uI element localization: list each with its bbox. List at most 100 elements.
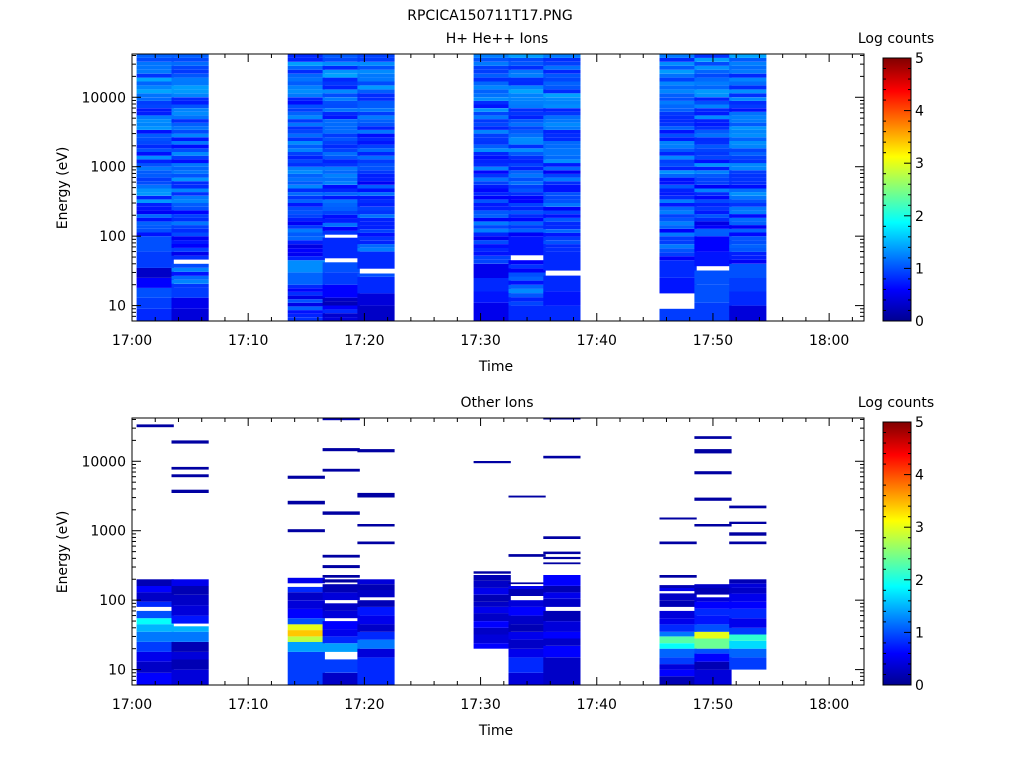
spectrogram-cell: [729, 115, 767, 119]
spectrogram-cell: [357, 251, 395, 269]
spectrogram-cell: [659, 133, 697, 138]
spectrogram-cell: [694, 601, 732, 609]
spectrogram-cell: [694, 608, 732, 616]
spectrogram-cell: [136, 214, 174, 218]
colorbar-tick-label: 3: [915, 156, 924, 172]
spectrogram-cell: [729, 657, 767, 670]
spectrogram-cell: [322, 57, 360, 62]
spectrogram-cell: [694, 302, 732, 321]
spectrogram-cell: [729, 541, 767, 545]
spectrogram-cell: [171, 89, 209, 94]
spectrogram-cell: [171, 73, 209, 78]
spectrogram-cell: [508, 57, 546, 62]
spectrogram-cell: [473, 228, 511, 233]
spectrogram-cell: [136, 122, 174, 127]
spectrogram-cell: [473, 255, 511, 260]
spectrogram-cell: [659, 308, 697, 321]
spectrogram-cell: [171, 130, 209, 134]
spectrogram-cell: [136, 188, 174, 193]
spectrogram-cell: [659, 69, 697, 74]
spectrogram-cell: [287, 592, 325, 601]
colorbar-ticks: 0 1 2 3 4 5: [883, 415, 924, 694]
spectrogram-cell: [171, 642, 209, 652]
spectrogram-cell: [543, 244, 581, 248]
spectrogram-cell: [287, 163, 325, 167]
spectrogram-cell: [322, 122, 360, 127]
spectrogram-cell: [322, 621, 360, 630]
spectrogram-cell: [508, 104, 546, 109]
spectrogram-cell: [694, 587, 732, 595]
spectrogram-cell: [322, 73, 360, 78]
spectrogram-cell: [659, 636, 697, 644]
spectrogram-cell: [287, 159, 325, 164]
spectrogram-cell: [694, 152, 732, 156]
spectrogram-cell: [322, 301, 360, 306]
spectrogram-cell: [171, 594, 209, 606]
spectrogram-cell: [508, 195, 546, 200]
spectrogram-cell: [171, 263, 209, 268]
spectrogram-cell: [473, 232, 511, 237]
spectrogram-cell: [171, 225, 209, 229]
spectrogram-cell: [322, 636, 360, 644]
panel-h-he-ions: H+ He++ Ions 17:00 17:10 17:20 17:30 17:40 17…: [55, 31, 934, 375]
spectrogram-cell: [322, 97, 360, 101]
spectrogram-cell: [729, 69, 767, 74]
spectrogram-cell: [357, 221, 395, 226]
spectrogram-cell: [171, 251, 209, 256]
spectrogram-cell: [729, 627, 767, 635]
spectrogram-cell: [543, 166, 581, 171]
colorbar: [882, 421, 912, 686]
spectrogram-cell: [508, 155, 546, 160]
spectrogram-cell: [473, 575, 511, 581]
spectrogram-cell: [508, 206, 546, 211]
spectrogram-cell: [543, 610, 581, 621]
spectrogram-cell: [694, 225, 732, 229]
spectrogram-cell: [473, 174, 511, 178]
spectrogram-cell: [357, 104, 395, 109]
spectrogram-cell: [287, 636, 325, 642]
spectrogram-cell: [508, 297, 546, 302]
spectrogram-cell: [543, 184, 581, 189]
spectrogram-cell: [543, 556, 581, 560]
spectrogram-cell: [508, 144, 546, 149]
spectrogram-cell: [287, 244, 325, 249]
spectrogram-cell: [659, 166, 697, 171]
spectrogram-cell: [171, 159, 209, 164]
spectrogram-cell: [543, 137, 581, 141]
spectrogram-cell: [322, 199, 360, 203]
spectrogram-cell: [473, 210, 511, 215]
spectrogram-cell: [136, 104, 174, 109]
spectrogram-cell: [287, 77, 325, 82]
spectrogram-cell: [694, 166, 732, 171]
spectrogram-cell: [287, 577, 325, 584]
spectrogram-cell: [287, 260, 325, 273]
spectrogram-cell: [508, 648, 546, 658]
spectrogram-cell: [322, 177, 360, 182]
spectrogram-cell: [287, 624, 325, 631]
spectrogram-cell: [508, 192, 546, 196]
spectrogram-cell: [729, 108, 767, 112]
spectrogram-cell: [543, 631, 581, 639]
spectrogram-cell: [473, 159, 511, 164]
spectrogram-cell: [136, 73, 174, 78]
spectrogram-cell: [729, 251, 767, 256]
spectrogram-cell: [171, 140, 209, 145]
spectrogram-cell: [136, 130, 174, 134]
spectrogram-cell: [694, 61, 732, 66]
spectrogram-cell: [287, 89, 325, 94]
spectrogram-cell: [659, 181, 697, 185]
spectrogram-cell: [543, 163, 581, 167]
spectrogram-cell: [694, 597, 732, 602]
spectrogram-cell: [508, 301, 546, 306]
spectrogram-cell: [729, 126, 767, 130]
x-tick-label: 17:40: [577, 333, 617, 349]
spectrogram-cell: [171, 85, 209, 90]
spectrogram-cell: [322, 511, 360, 515]
spectrogram-cell: [322, 207, 360, 211]
spectrogram-cell: [729, 210, 767, 215]
colorbar-label: Log counts: [858, 395, 934, 411]
spectrogram-cell: [659, 184, 697, 189]
spectrogram-cell: [322, 592, 360, 601]
spectrogram-cell: [171, 104, 209, 109]
spectrogram-cell: [357, 137, 395, 141]
